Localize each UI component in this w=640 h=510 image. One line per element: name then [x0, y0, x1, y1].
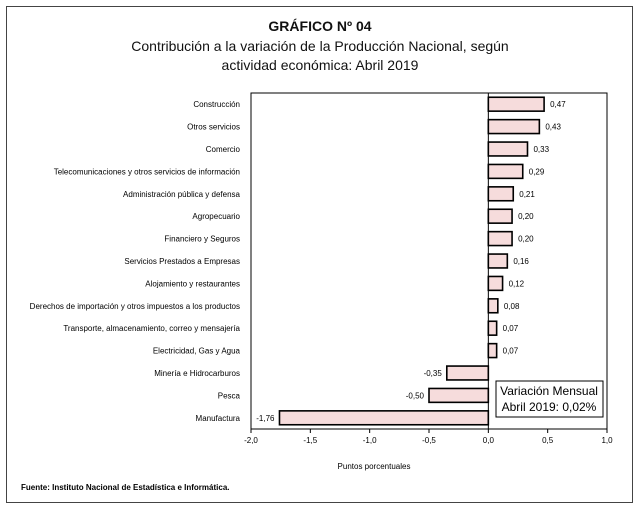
labels-layer: Construcción 0,47 Otros servicios 0,43 Comer…	[30, 100, 567, 423]
bar	[487, 320, 498, 336]
category-label: Pesca	[218, 391, 241, 400]
value-label: 0,16	[513, 257, 529, 266]
value-label: 0,12	[509, 279, 525, 288]
bar	[487, 298, 499, 314]
value-label: 0,21	[519, 190, 535, 199]
bar	[278, 410, 490, 426]
x-tick-label: 1,0	[601, 436, 613, 445]
category-label: Minería e Hidrocarburos	[154, 369, 240, 378]
bar	[487, 96, 545, 112]
bar	[487, 208, 513, 224]
bar	[487, 275, 504, 292]
x-axis: -2,0 -1,5 -1,0 -0,5 0,0 0,5 1,0	[244, 93, 613, 445]
annotation-line-1: Variación Mensual	[500, 384, 598, 398]
value-label: 0,08	[504, 302, 520, 311]
chart-subtitle-line-1: Contribución a la variación de la Produc…	[131, 38, 508, 54]
x-tick-label: -1,0	[363, 436, 377, 445]
value-label: 0,20	[518, 235, 534, 244]
category-label: Financiero y Seguros	[164, 235, 240, 244]
value-label: 0,07	[503, 347, 519, 356]
chart-subtitle-line-2: actividad económica: Abril 2019	[222, 57, 419, 73]
value-label: -0,35	[424, 369, 443, 378]
plot-area	[250, 92, 608, 430]
bar	[487, 253, 509, 269]
bar	[428, 387, 490, 404]
value-label: 0,07	[503, 324, 519, 333]
value-label: 0,33	[533, 145, 549, 154]
x-tick-label: -2,0	[244, 436, 258, 445]
x-tick-label: 0,0	[483, 436, 495, 445]
annotation-line-2: Abril 2019: 0,02%	[502, 400, 597, 414]
category-label: Telecomunicaciones y otros servicios de …	[54, 167, 240, 176]
category-label: Otros servicios	[187, 123, 240, 132]
bar	[487, 163, 524, 180]
category-label: Administración pública y defensa	[123, 190, 241, 199]
bar	[445, 365, 490, 381]
category-label: Agropecuario	[192, 212, 240, 221]
value-label: 0,43	[545, 123, 561, 132]
value-label: -1,76	[256, 414, 275, 423]
x-tick-label: -0,5	[422, 436, 436, 445]
category-label: Derechos de importación y otros impuesto…	[30, 302, 240, 311]
x-axis-title: Puntos porcentuales	[338, 462, 411, 471]
category-label: Construcción	[193, 100, 240, 109]
chart-frame: GRÁFICO Nº 04 Contribución a la variació…	[6, 6, 633, 503]
category-label: Alojamiento y restaurantes	[145, 279, 240, 288]
chart-svg: GRÁFICO Nº 04 Contribución a la variació…	[21, 18, 613, 492]
category-label: Electricidad, Gas y Agua	[153, 347, 241, 356]
category-label: Manufactura	[196, 414, 241, 423]
annotation-box: Variación Mensual Abril 2019: 0,02%	[495, 380, 604, 418]
value-label: 0,29	[529, 167, 545, 176]
value-label: 0,47	[550, 100, 566, 109]
bar	[487, 141, 529, 157]
chart-title: GRÁFICO Nº 04	[268, 18, 371, 34]
bar	[487, 230, 513, 247]
bar	[487, 342, 498, 359]
x-tick-label: 0,5	[542, 436, 554, 445]
source-note: Fuente: Instituto Nacional de Estadístic…	[21, 483, 229, 492]
category-label: Transporte, almacenamiento, correo y men…	[63, 324, 240, 333]
category-label: Comercio	[206, 145, 241, 154]
value-label: -0,50	[406, 391, 425, 400]
bar	[487, 118, 541, 135]
value-label: 0,20	[518, 212, 534, 221]
x-tick-label: -1,5	[303, 436, 317, 445]
bar	[487, 186, 515, 202]
category-label: Servicios Prestados a Empresas	[124, 257, 240, 266]
